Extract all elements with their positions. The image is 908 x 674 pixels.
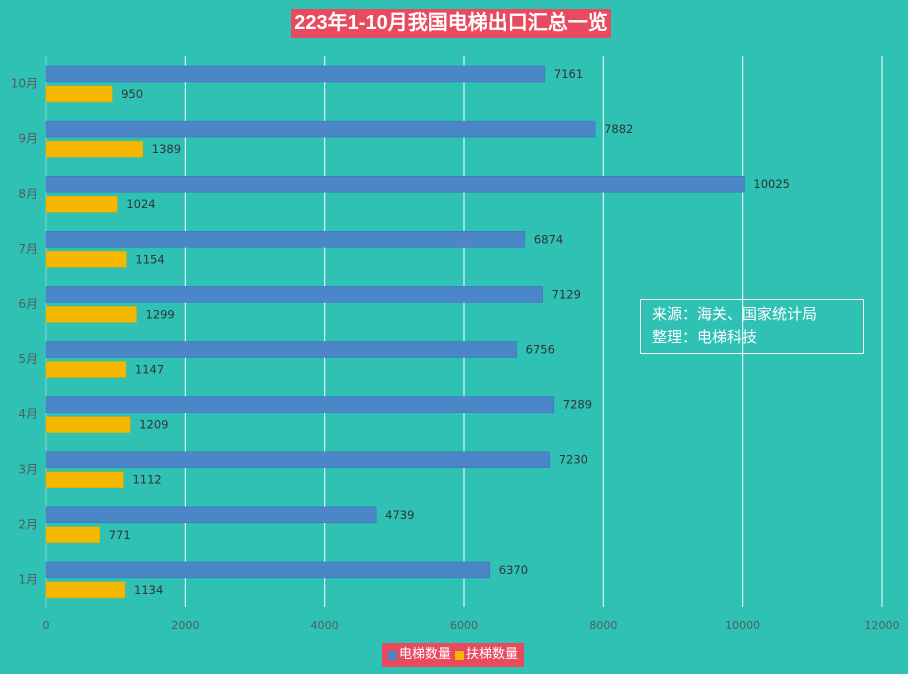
- escalator-bar: [45, 581, 126, 599]
- escalator-bar: [45, 306, 137, 323]
- elevator-bar: [45, 65, 546, 83]
- elevator-bar: [45, 175, 745, 193]
- category-label: 8月: [18, 187, 38, 201]
- elevator-data-label: 7882: [604, 122, 633, 136]
- elevator-bar: [45, 231, 526, 248]
- legend: 电梯数量 扶梯数量: [382, 643, 524, 667]
- category-label: 9月: [18, 132, 38, 146]
- category-label: 3月: [18, 462, 38, 476]
- x-tick-label: 8000: [589, 619, 617, 632]
- escalator-data-label: 1389: [152, 142, 181, 156]
- legend-label-elevator: 电梯数量: [398, 647, 451, 662]
- legend-item-escalator: 扶梯数量: [455, 643, 518, 667]
- escalator-data-label: 950: [121, 87, 143, 101]
- escalator-bar: [45, 361, 127, 378]
- category-label: 10月: [11, 77, 38, 91]
- elevator-bar: [45, 561, 491, 579]
- elevator-bar: [45, 506, 377, 524]
- category-label: 2月: [18, 517, 38, 531]
- category-label: 7月: [18, 242, 38, 256]
- elevator-data-label: 7289: [563, 398, 592, 412]
- x-tick-label: 6000: [450, 619, 478, 632]
- escalator-data-label: 1112: [132, 473, 161, 487]
- elevator-data-label: 7129: [552, 287, 581, 301]
- escalator-bar: [45, 416, 131, 433]
- x-tick-label: 0: [43, 619, 50, 632]
- chart-title: 223年1-10月我国电梯出口汇总一览: [291, 9, 611, 38]
- elevator-bar: [45, 341, 517, 358]
- legend-swatch-elevator: [387, 650, 397, 660]
- category-label: 4月: [18, 407, 38, 421]
- legend-label-escalator: 扶梯数量: [466, 647, 519, 662]
- labels: 0 2000 4000 6000 8000 10000 12000 1月 6370 1134 2月 4…: [11, 67, 900, 632]
- escalator-data-label: 771: [109, 528, 131, 542]
- escalator-bar: [45, 526, 100, 544]
- legend-swatch-escalator: [455, 650, 464, 660]
- elevator-data-label: 7230: [559, 453, 588, 467]
- elevator-data-label: 7161: [554, 67, 583, 81]
- escalator-data-label: 1209: [139, 418, 168, 432]
- x-tick-label: 12000: [865, 619, 900, 632]
- elevator-data-label: 4739: [385, 508, 414, 522]
- elevator-data-label: 6874: [534, 232, 563, 246]
- escalator-data-label: 1154: [135, 252, 164, 266]
- escalator-data-label: 1024: [126, 197, 155, 211]
- legend-item-elevator: 电梯数量: [387, 643, 451, 667]
- x-tick-label: 10000: [725, 619, 760, 632]
- category-label: 1月: [18, 572, 38, 586]
- category-label: 6月: [18, 297, 38, 311]
- elevator-data-label: 6756: [526, 343, 555, 357]
- escalator-bar: [45, 195, 118, 213]
- elevator-data-label: 6370: [499, 563, 528, 577]
- escalator-data-label: 1147: [135, 363, 164, 377]
- category-label: 5月: [18, 352, 38, 366]
- escalator-bar: [45, 471, 124, 488]
- source-line: 来源：海关、国家统计局: [652, 305, 818, 323]
- elevator-bar: [45, 286, 543, 303]
- escalator-bar: [45, 251, 127, 268]
- editor-line: 整理：电梯科技: [652, 328, 758, 346]
- elevator-bar: [45, 120, 596, 138]
- escalator-bar: [45, 85, 113, 103]
- x-tick-label: 2000: [171, 619, 199, 632]
- escalator-bar: [45, 140, 144, 158]
- bars: [45, 65, 745, 599]
- x-tick-label: 4000: [311, 619, 339, 632]
- escalator-data-label: 1299: [145, 307, 174, 321]
- elevator-bar: [45, 451, 550, 468]
- source-box: 来源：海关、国家统计局 整理：电梯科技: [640, 299, 864, 354]
- elevator-bar: [45, 396, 555, 413]
- escalator-data-label: 1134: [134, 583, 163, 597]
- elevator-data-label: 10025: [753, 177, 790, 191]
